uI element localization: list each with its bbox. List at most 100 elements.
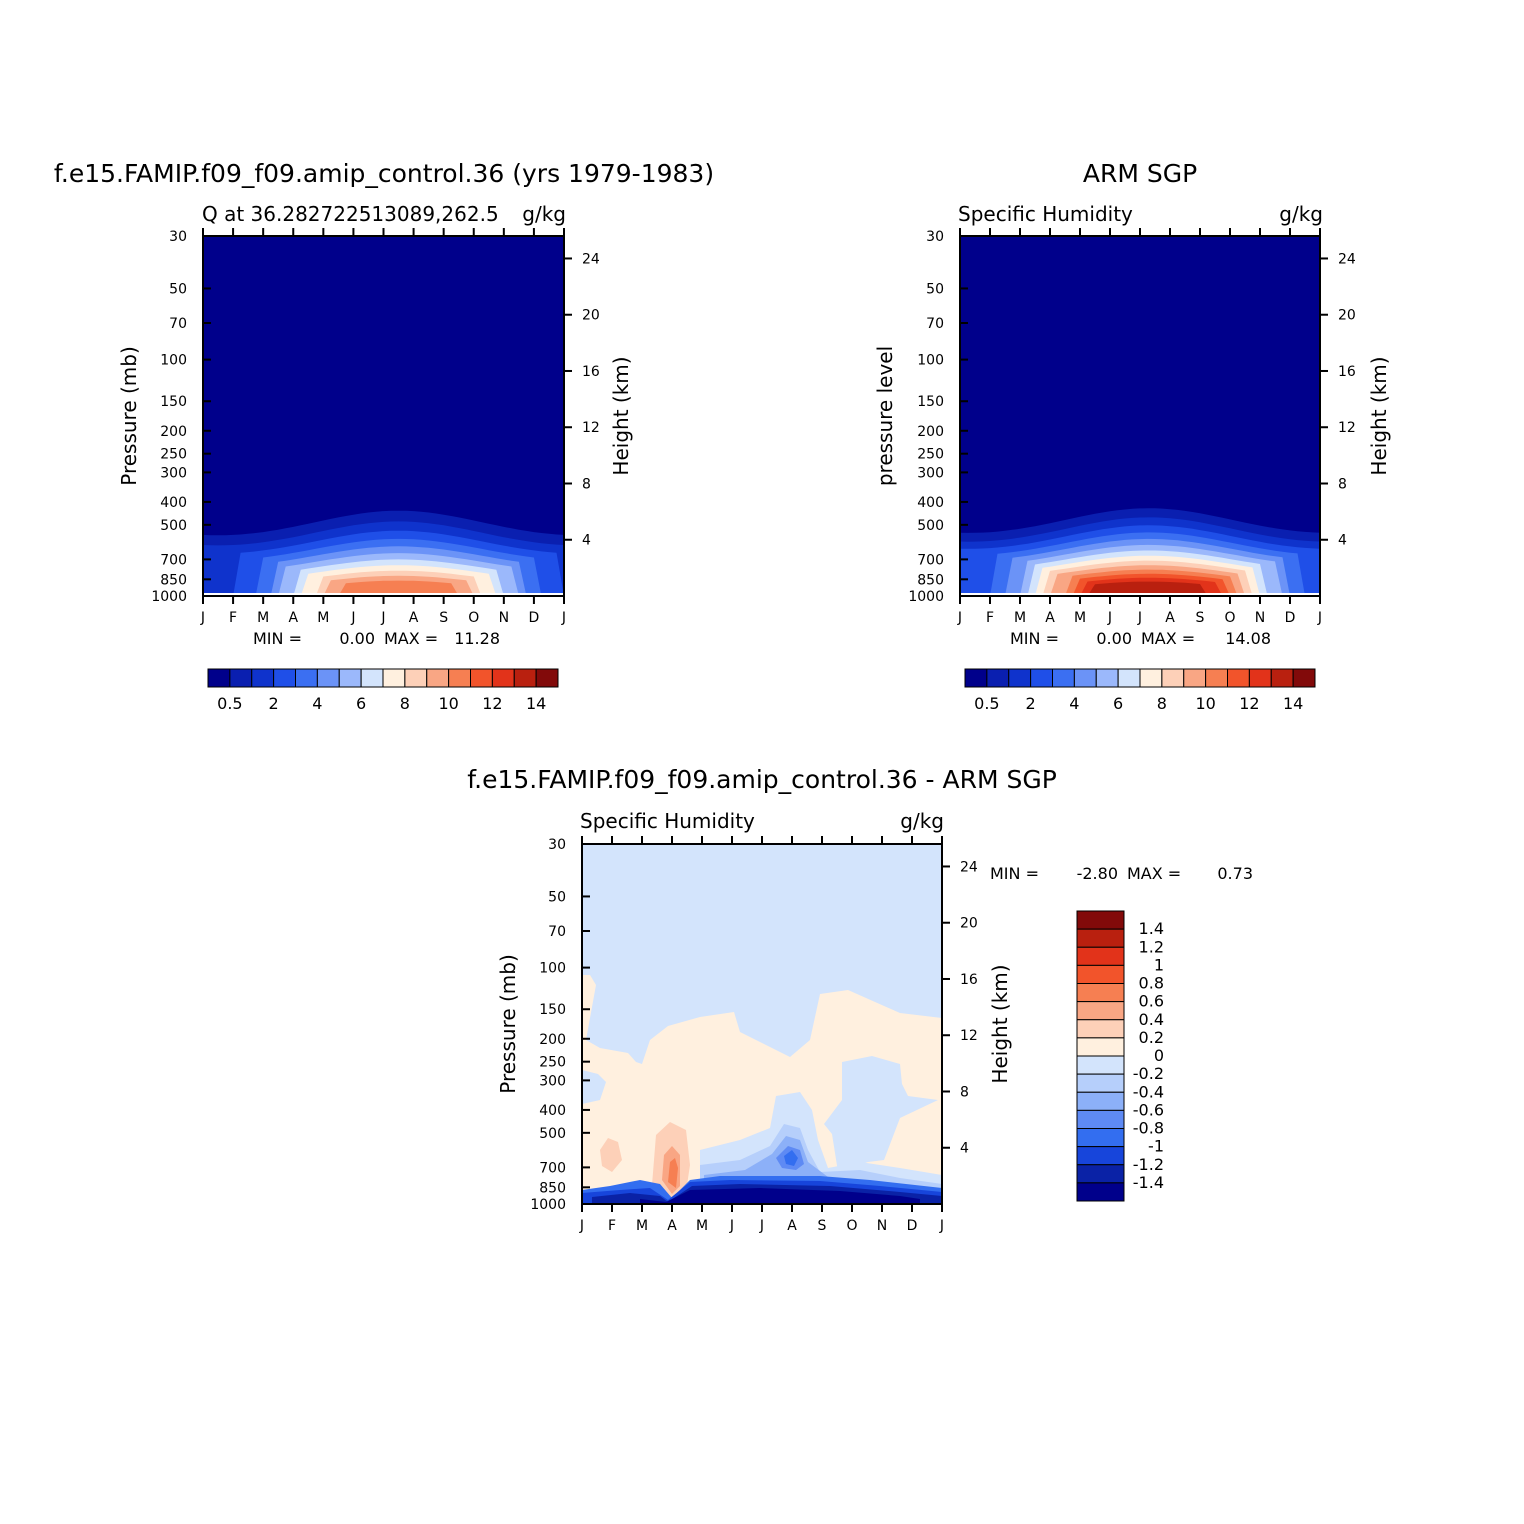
q-band [960,581,1320,596]
model-panel-title: f.e15.FAMIP.f09_f09.amip_control.36 (yrs… [54,159,714,188]
pressure-tick-label: 1000 [151,589,187,605]
month-tick-label: M [1074,610,1086,626]
colorbar-label: 0 [1154,1046,1164,1065]
pressure-tick-label: 250 [160,447,187,463]
colorbar-swatch [360,668,384,688]
month-tick-label: M [317,610,329,626]
month-tick-label: O [468,610,479,626]
height-tick-label: 24 [960,859,978,875]
pressure-tick-label: 70 [169,316,187,332]
colorbar-swatch [1117,668,1141,688]
pressure-tick-label: 50 [169,281,187,297]
colorbar-swatch [1161,668,1185,688]
colorbar-label: 10 [438,694,458,713]
pressure-tick-label: 100 [160,353,187,369]
month-tick-label: A [1045,610,1055,626]
difference-panel-title: f.e15.FAMIP.f09_f09.amip_control.36 - AR… [467,765,1057,794]
colorbar-swatch [470,668,493,688]
colorbar-swatch [1052,668,1075,688]
month-tick-label: J [957,610,962,626]
colorbar-swatch [1076,928,1125,948]
colorbar-swatch [1076,1128,1125,1148]
model-colorbar: 0.5 2 4 6 8 10 12 14 [207,668,559,713]
height-tick-label: 12 [960,1028,978,1044]
month-tick-label: J [561,610,566,626]
model-max-label: MAX = [384,629,438,648]
pressure-tick-label: 70 [548,924,566,940]
colorbar-label: 0.2 [1139,1028,1164,1047]
colorbar-label: 12 [1239,694,1259,713]
obs-min-value: 0.00 [1096,629,1132,648]
height-tick-label: 8 [582,476,591,492]
height-tick-label: 16 [960,972,978,988]
colorbar-swatch [1030,668,1053,688]
month-tick-label: A [667,1218,677,1234]
obs-pressure-axis-title: pressure level [873,346,897,486]
pressure-tick-label: 850 [539,1180,566,1196]
height-tick-label: 4 [582,533,591,549]
obs-height-axis: 24 20 16 12 8 4 [1320,251,1356,549]
height-tick-label: 20 [582,308,600,324]
colorbar-swatch [229,668,253,688]
model-panel: f.e15.FAMIP.f09_f09.amip_control.36 (yrs… [54,159,714,713]
colorbar-swatch [251,668,275,688]
height-tick-label: 4 [960,1141,969,1157]
pressure-tick-label: 30 [169,229,187,245]
diff-region-pos-feb [600,1138,622,1172]
colorbar-swatch [1076,1001,1125,1021]
colorbar-label: 8 [400,694,410,713]
difference-height-axis-title: Height (km) [988,964,1012,1083]
colorbar-label: -0.8 [1133,1119,1164,1138]
colorbar-label: 10 [1195,694,1215,713]
model-stats: MIN = 0.00 MAX = 11.28 [253,629,500,648]
difference-min-value: -2.80 [1077,864,1118,883]
month-tick-label: D [529,610,540,626]
colorbar-swatch [338,668,362,688]
month-tick-label: A [409,610,419,626]
colorbar-label: 0.5 [974,694,999,713]
model-panel-units-label: g/kg [522,202,566,226]
pressure-tick-label: 30 [926,229,944,245]
difference-max-label: MAX = [1127,864,1181,883]
pressure-tick-label: 300 [917,465,944,481]
colorbar-swatch [1076,1055,1125,1075]
colorbar-swatch [1095,668,1119,688]
month-tick-label: F [229,610,237,626]
month-tick-label: M [257,610,269,626]
colorbar-label: -0.6 [1133,1100,1164,1119]
month-tick-label: F [608,1218,616,1234]
diff-region-neg-right [824,1056,938,1172]
obs-panel: ARM SGP Specific Humidity g/kg 305070100… [873,159,1391,713]
height-tick-label: 24 [582,251,600,267]
q-band [203,580,564,596]
model-min-label: MIN = [253,629,302,648]
diff-region-pos-apr-3 [668,1158,678,1188]
colorbar-label: -1.4 [1133,1173,1164,1192]
colorbar-swatch [1076,1164,1125,1184]
pressure-tick-label: 50 [548,889,566,905]
colorbar-label: 12 [482,694,502,713]
colorbar-swatch [1076,1182,1125,1202]
colorbar-swatch [448,668,471,688]
difference-min-label: MIN = [990,864,1039,883]
difference-max-value: 0.73 [1217,864,1253,883]
pressure-tick-label: 700 [917,552,944,568]
pressure-tick-label: 850 [917,572,944,588]
month-tick-label: M [696,1218,708,1234]
difference-colorbar: 1.41.210.80.60.40.20-0.2-0.4-0.6-0.8-1-1… [1076,910,1164,1202]
pressure-tick-label: 100 [539,961,566,977]
colorbar-swatch [1076,1091,1125,1111]
month-tick-label: S [439,610,448,626]
pressure-tick-label: 700 [539,1160,566,1176]
obs-colorbar: 0.5 2 4 6 8 10 12 14 [964,668,1316,713]
model-height-axis: 24 20 16 12 8 4 [564,251,600,549]
colorbar-swatch [1076,983,1125,1003]
colorbar-swatch [1076,1146,1125,1166]
colorbar-label: -1 [1148,1137,1164,1156]
month-tick-label: S [1196,610,1205,626]
colorbar-swatch [273,668,296,688]
diff-region-neg-core-aloft-2 [784,1150,798,1166]
